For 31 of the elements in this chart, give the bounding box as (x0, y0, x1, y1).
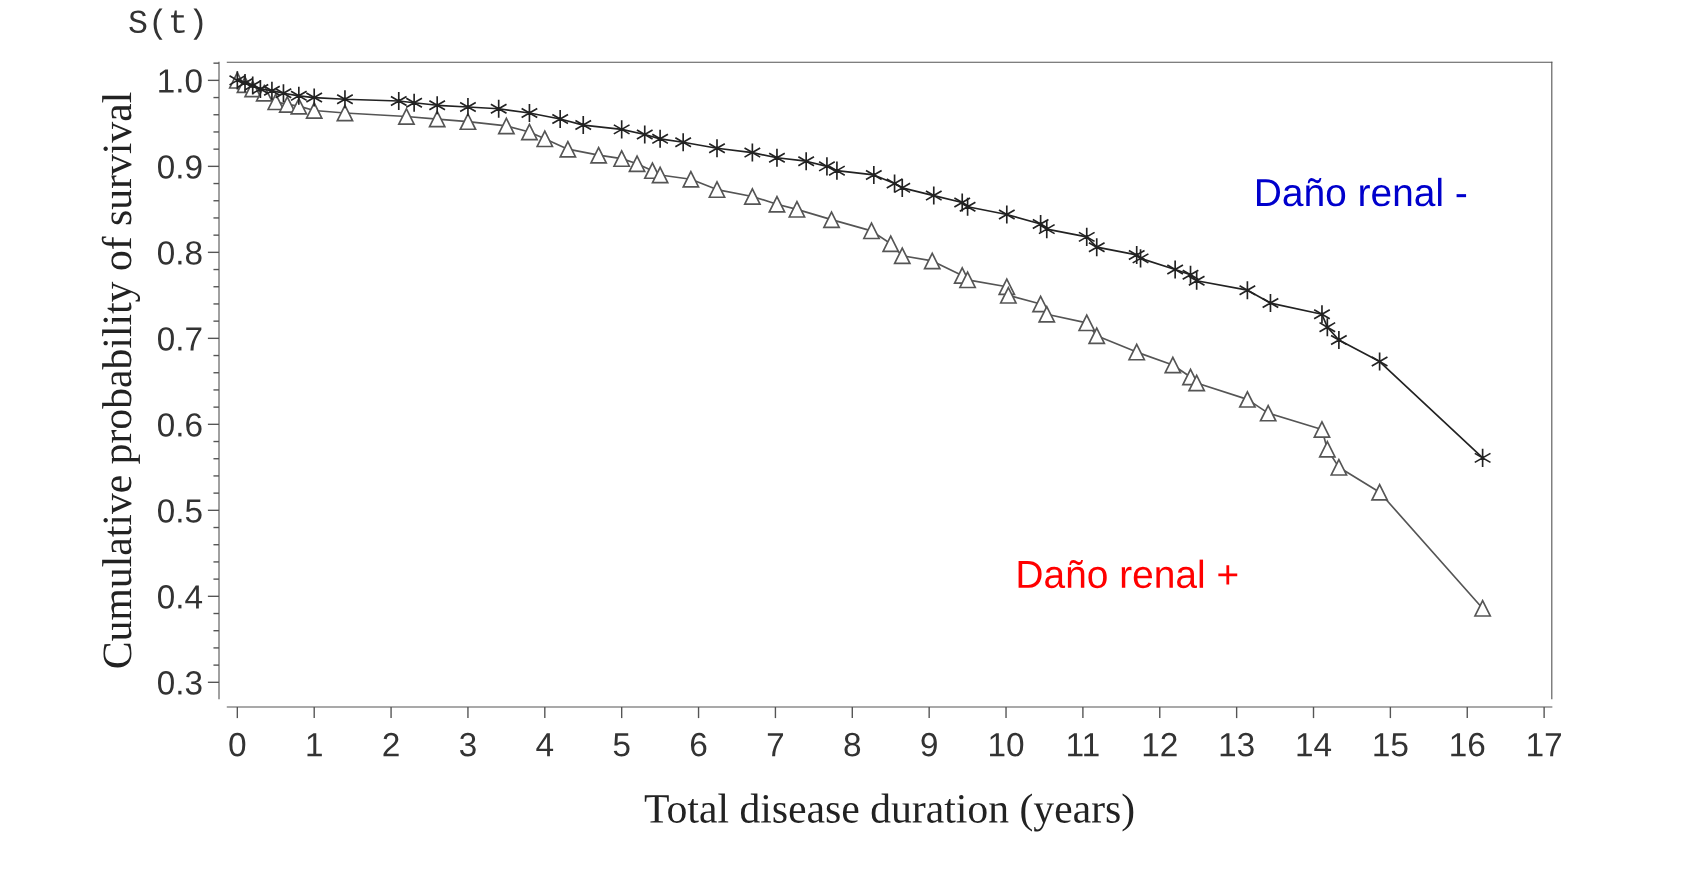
x-tick-label: 15 (1374, 733, 1408, 757)
x-tick-label: 8 (844, 732, 861, 757)
x-tick-label: 5 (613, 733, 630, 757)
x-tick-label: 10 (990, 732, 1024, 757)
text: S(t) (129, 8, 203, 40)
x-tick-label: 14 (1297, 733, 1332, 757)
x-tick-label: 2 (383, 732, 399, 757)
annotation: Daño renal + (1018, 559, 1238, 589)
y-tick-label: 0.3 (158, 671, 202, 695)
x-tick-label: 4 (536, 733, 554, 757)
x-tick-label: 12 (1143, 732, 1177, 757)
y-tick-label: 0.5 (158, 499, 202, 523)
x-tick-label: 9 (921, 732, 937, 757)
x-tick-label: 11 (1068, 733, 1099, 757)
x-axis-title: Total disease duration (years) (644, 793, 1134, 832)
x-tick-label: 6 (690, 732, 707, 757)
y-tick-label: 0.9 (158, 155, 202, 179)
x-tick-label: 0 (229, 732, 246, 757)
x-tick-label: 1 (307, 733, 322, 757)
y-tick-label: 0.6 (158, 413, 202, 437)
y-tick-label: 1.0 (159, 69, 202, 93)
x-tick-label: 7 (767, 733, 784, 757)
x-tick-label: 3 (459, 732, 476, 757)
x-tick-label: 13 (1220, 732, 1254, 757)
y-tick-label: 0.7 (158, 327, 202, 351)
x-tick-label: 16 (1451, 732, 1485, 757)
y-tick-label: 0.4 (158, 585, 203, 609)
x-tick-label: 17 (1528, 733, 1561, 757)
annotation: Daño renal - (1256, 177, 1467, 207)
y-tick-label: 0.8 (158, 241, 202, 265)
y-axis-title: Cumulative probability of survival (101, 92, 141, 668)
